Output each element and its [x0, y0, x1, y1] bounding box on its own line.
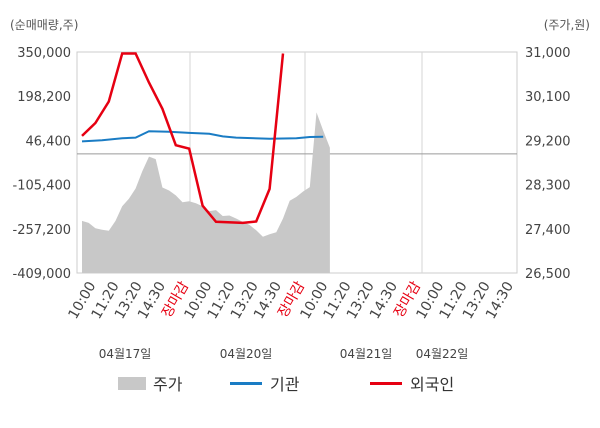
left-tick-label: 198,200 [17, 90, 71, 105]
date-label: 04월20일 [220, 347, 273, 361]
right-tick-label: 29,200 [525, 134, 571, 149]
legend-swatch-foreign [370, 382, 402, 385]
right-tick-label: 28,300 [525, 179, 571, 194]
right-axis-ticks: 31,000 30,100 29,200 28,300 27,400 26,500 [525, 46, 571, 282]
price-area-series [82, 112, 330, 274]
institution-line-series [81, 130, 324, 143]
right-tick-label: 30,100 [525, 90, 571, 105]
right-tick-label: 26,500 [525, 267, 571, 282]
date-labels: 04월17일 04월20일 04월21일 04월22일 [99, 347, 469, 361]
left-tick-label: -257,200 [13, 223, 71, 238]
left-axis-label: (순매매량,주) [10, 18, 78, 32]
left-axis-ticks: 350,000 198,200 46,400 -105,400 -257,200 -409… [13, 46, 71, 282]
right-tick-label: 27,400 [525, 223, 571, 238]
left-tick-label: -409,000 [13, 267, 71, 282]
date-label: 04월17일 [99, 347, 152, 361]
left-tick-label: -105,400 [13, 179, 71, 194]
legend-label-institution: 기관 [270, 375, 300, 394]
legend-label-price: 주가 [153, 375, 183, 394]
right-axis-label: (주가,원) [544, 18, 590, 32]
legend: 주가 기관 외국인 [118, 375, 454, 394]
right-tick-label: 31,000 [525, 46, 571, 61]
legend-swatch-price [118, 377, 146, 390]
foreign-line-series [81, 52, 285, 225]
legend-label-foreign: 외국인 [410, 375, 454, 394]
legend-swatch-institution [230, 382, 262, 385]
date-label: 04월22일 [416, 347, 469, 361]
left-tick-label: 46,400 [26, 134, 72, 149]
left-tick-label: 350,000 [17, 46, 71, 61]
date-label: 04월21일 [340, 347, 393, 361]
x-axis-ticks: 10:0011:2013:2014:30장마감10:0011:2013:2014… [65, 279, 517, 322]
